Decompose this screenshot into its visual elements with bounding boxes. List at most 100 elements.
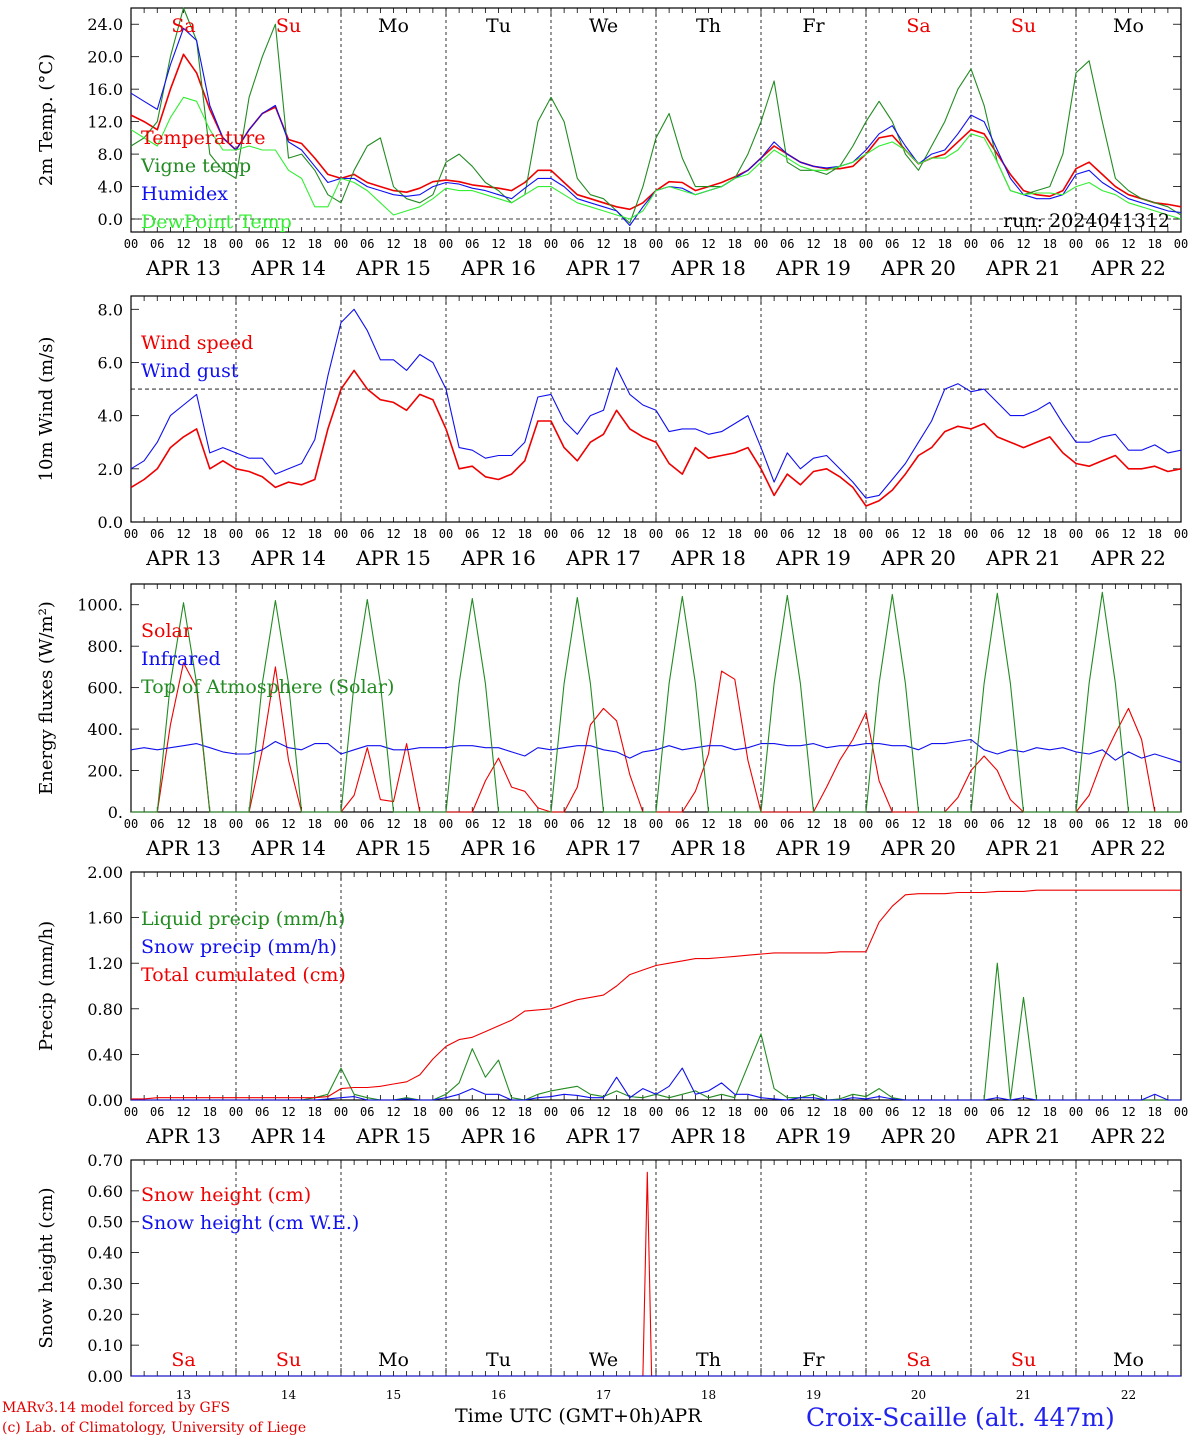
hour-tick-label: 12 [176,1105,190,1119]
y-axis-label: Precip (mm/h) [36,921,57,1051]
hour-tick-label: 12 [176,817,190,831]
hour-tick-label: 18 [308,237,322,251]
legend-entry: Vigne temp [140,155,251,177]
hour-tick-label: 00 [859,527,873,541]
legend-entry: Wind speed [141,332,253,354]
date-label: APR 14 [250,1124,326,1148]
hour-tick-label: 00 [544,237,558,251]
date-label: APR 14 [250,836,326,860]
hour-tick-label: 18 [203,237,217,251]
hour-tick-label: 00 [649,817,663,831]
hour-tick-label: 12 [1121,817,1135,831]
hour-tick-label: 12 [176,527,190,541]
date-label: APR 20 [880,546,956,570]
hour-tick-label: 06 [150,817,164,831]
hour-tick-label: 00 [1069,1105,1083,1119]
y-tick-label: 4.0 [98,407,123,426]
hour-tick-label: 12 [491,1105,505,1119]
hour-tick-label: 12 [281,527,295,541]
legend-entry: Top of Atmosphere (Solar) [141,676,394,698]
hour-tick-label: 18 [938,1105,952,1119]
legend-entry: DewPoint Temp [141,211,292,233]
y-tick-label: 0.60 [87,1182,123,1201]
hour-tick-label: 12 [1016,817,1030,831]
hour-tick-label: 00 [859,817,873,831]
hour-tick-label: 18 [938,817,952,831]
date-label: APR 21 [985,256,1061,280]
hour-tick-label: 18 [1043,527,1057,541]
hour-tick-label: 06 [990,237,1004,251]
y-tick-label: 0. [108,803,123,822]
hour-tick-label: 00 [439,237,453,251]
hour-tick-label: 00 [334,1105,348,1119]
date-label: APR 19 [775,836,851,860]
date-label: APR 20 [880,836,956,860]
hour-tick-label: 18 [728,237,742,251]
x-axis-title-text: Time UTC (GMT+0h) [455,1405,661,1427]
hour-tick-label: 06 [360,527,374,541]
hour-tick-label: 12 [281,817,295,831]
day-number-label: 22 [1121,1388,1136,1402]
hour-tick-label: 06 [150,237,164,251]
hour-tick-label: 00 [229,817,243,831]
y-tick-label: 12.0 [87,113,123,132]
weekday-label-bottom: Th [696,1349,721,1371]
hour-tick-label: 12 [596,1105,610,1119]
weekday-label-bottom: Su [1011,1349,1036,1371]
hour-tick-label: 12 [386,817,400,831]
hour-tick-label: 18 [518,1105,532,1119]
hour-tick-label: 06 [675,237,689,251]
hour-tick-label: 12 [701,1105,715,1119]
hour-tick-label: 18 [623,527,637,541]
hour-tick-label: 18 [413,817,427,831]
series-line [131,889,1181,1100]
hour-tick-label: 06 [360,237,374,251]
x-axis-title: Time UTC (GMT+0h)APR [455,1405,702,1427]
weekday-label: Th [696,15,721,37]
legend-entry: Snow height (cm W.E.) [141,1212,359,1234]
date-label: APR 17 [565,836,641,860]
hour-tick-label: 06 [465,817,479,831]
day-number-label: 13 [176,1388,191,1402]
hour-tick-label: 00 [1174,237,1188,251]
y-tick-label: 16.0 [87,80,123,99]
hour-tick-label: 00 [964,817,978,831]
y-tick-label: 0.40 [87,1045,123,1064]
hour-tick-label: 00 [649,237,663,251]
y-tick-label: 4.0 [98,178,123,197]
hour-tick-label: 18 [413,1105,427,1119]
weekday-label-bottom: We [589,1349,618,1371]
day-number-label: 14 [281,1388,297,1402]
hour-tick-label: 12 [701,817,715,831]
hour-tick-label: 00 [649,527,663,541]
hour-tick-label: 06 [990,817,1004,831]
hour-tick-label: 18 [623,817,637,831]
weekday-label-bottom: Sa [171,1349,195,1371]
hour-tick-label: 12 [386,1105,400,1119]
weekday-label-bottom: Fr [802,1349,825,1371]
hour-tick-label: 12 [491,817,505,831]
day-number-label: 18 [701,1388,716,1402]
series-line [130,96,1182,220]
hour-tick-label: 18 [1148,237,1162,251]
y-tick-label: 2.00 [87,863,123,882]
weekday-label: We [589,15,618,37]
month-label: APR [660,1405,702,1427]
hour-tick-label: 06 [990,1105,1004,1119]
date-label: APR 18 [670,836,746,860]
hour-tick-label: 06 [675,1105,689,1119]
lab-credit: (c) Lab. of Climatology, University of L… [2,1420,307,1436]
y-tick-label: 0.20 [87,1305,123,1324]
hour-tick-label: 18 [203,527,217,541]
y-tick-label: 0.0 [98,513,123,532]
series-line [130,369,1182,507]
series-line [131,591,1181,813]
hour-tick-label: 18 [1148,527,1162,541]
hour-tick-label: 12 [281,1105,295,1119]
hour-tick-label: 06 [360,1105,374,1119]
hour-tick-label: 00 [544,817,558,831]
y-axis-label: 10m Wind (m/s) [36,337,57,482]
hour-tick-label: 06 [465,527,479,541]
hour-tick-label: 06 [780,817,794,831]
